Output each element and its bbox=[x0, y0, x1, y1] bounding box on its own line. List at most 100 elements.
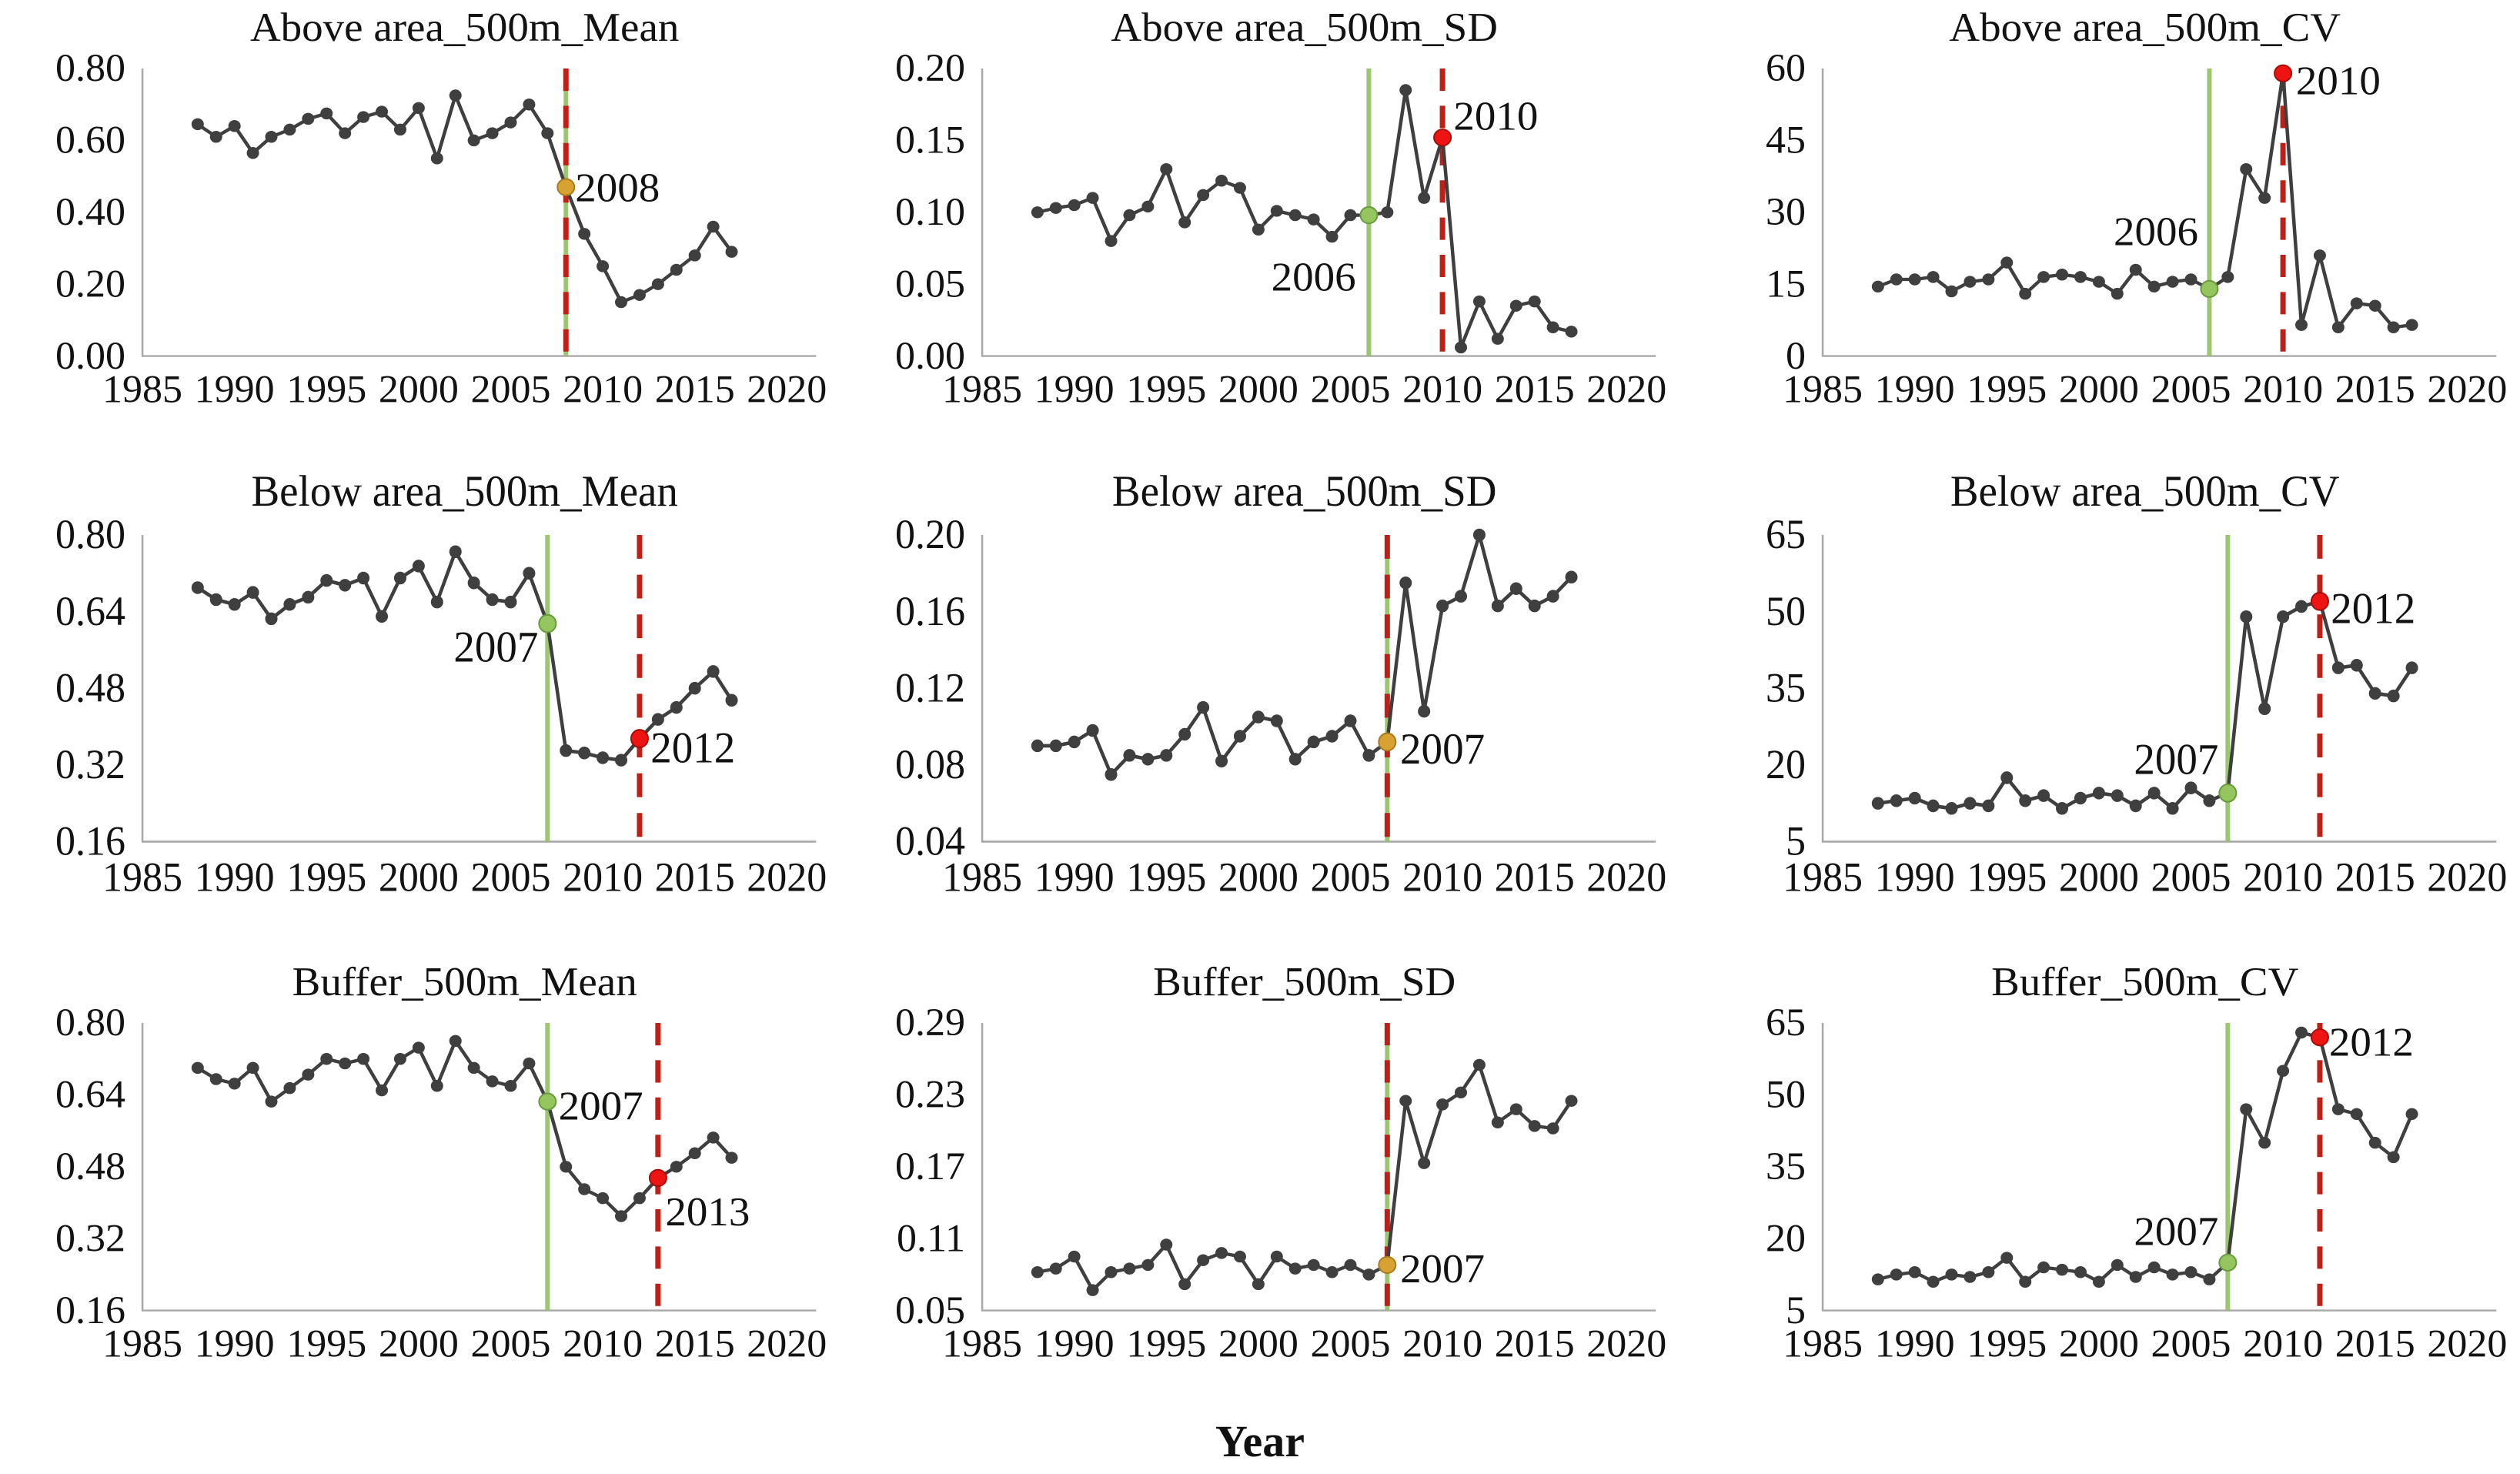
y-tick-label: 0.15 bbox=[895, 119, 965, 162]
x-tick-label: 1985 bbox=[942, 855, 1022, 901]
data-point-marker bbox=[1160, 1238, 1173, 1251]
data-point-marker bbox=[339, 127, 352, 139]
data-point-marker bbox=[725, 1151, 738, 1164]
data-point-marker bbox=[486, 127, 499, 139]
x-tick-label: 2010 bbox=[1402, 1322, 1482, 1365]
data-point-marker bbox=[320, 1052, 333, 1065]
data-point-marker bbox=[2258, 1136, 2271, 1149]
x-tick-label: 1995 bbox=[286, 1322, 366, 1365]
y-tick-label: 65 bbox=[1766, 1001, 1806, 1045]
data-point-marker bbox=[320, 573, 333, 587]
chart-title: Buffer_500m_CV bbox=[1991, 959, 2298, 1004]
x-tick-label: 1995 bbox=[1127, 1322, 1207, 1365]
data-point-marker bbox=[1871, 280, 1884, 293]
data-point-marker bbox=[2387, 1151, 2400, 1164]
data-point-marker bbox=[2018, 287, 2031, 300]
data-point-marker bbox=[283, 1081, 296, 1095]
x-tick-label: 2015 bbox=[655, 368, 735, 411]
data-point-marker bbox=[1160, 163, 1173, 175]
data-point-marker bbox=[1510, 299, 1523, 312]
data-point-marker bbox=[412, 1041, 425, 1054]
series-line bbox=[1877, 72, 2412, 329]
data-point-marker bbox=[1307, 1258, 1320, 1272]
data-point-marker bbox=[1964, 797, 1977, 810]
axis-lines bbox=[141, 69, 817, 357]
data-point-marker bbox=[2037, 789, 2050, 802]
data-point-marker bbox=[1473, 295, 1486, 308]
data-point-marker bbox=[597, 1192, 610, 1205]
y-tick-label: 0.32 bbox=[55, 742, 125, 787]
x-tick-label: 1995 bbox=[1967, 855, 2047, 901]
data-point-marker bbox=[1307, 735, 1320, 749]
axis-lines bbox=[141, 534, 817, 843]
data-point-marker bbox=[1123, 209, 1136, 222]
data-point-marker bbox=[2203, 794, 2216, 807]
data-point-marker bbox=[1178, 216, 1191, 229]
x-tick-label: 2010 bbox=[2243, 855, 2323, 901]
x-tick-label: 2020 bbox=[2427, 368, 2507, 411]
data-point-marker bbox=[430, 1080, 443, 1092]
data-point-marker bbox=[1031, 206, 1044, 219]
data-point-marker bbox=[449, 545, 462, 559]
data-point-marker bbox=[2350, 659, 2363, 672]
data-point-marker bbox=[615, 754, 628, 767]
y-tick-label: 50 bbox=[1766, 589, 1806, 634]
y-tick-label: 0.16 bbox=[895, 589, 965, 634]
x-tick-label: 2020 bbox=[747, 855, 827, 901]
data-point-marker bbox=[1252, 710, 1265, 724]
chart-grid: Above area_500m_Mean 0.00 0.20 0.40 0.60 0.80… bbox=[55, 5, 2520, 1365]
data-point-marker bbox=[1964, 1271, 1977, 1283]
data-point-marker bbox=[541, 127, 554, 139]
data-point-marker bbox=[615, 1210, 628, 1222]
axis-lines bbox=[981, 534, 1656, 843]
x-tick-label: 2020 bbox=[1587, 855, 1667, 901]
data-point-marker bbox=[2055, 1263, 2068, 1276]
y-tick-label: 0.80 bbox=[55, 47, 125, 90]
data-point-marker bbox=[2166, 276, 2179, 288]
data-point-marker bbox=[339, 579, 352, 592]
y-tick-label: 0.20 bbox=[895, 513, 965, 558]
axis-lines bbox=[981, 1023, 1656, 1312]
data-point-marker bbox=[1565, 570, 1578, 584]
data-point-marker bbox=[1529, 599, 1542, 613]
chart-panel-5: Below area_500m_SD 0.04 0.08 0.12 0.16 0.20 19… bbox=[840, 462, 1679, 954]
data-point-marker bbox=[1252, 1278, 1265, 1291]
chart-title: Above area_500m_SD bbox=[1111, 5, 1499, 50]
data-point-marker bbox=[1197, 189, 1210, 202]
data-point-marker bbox=[265, 612, 278, 626]
data-point-marker bbox=[2239, 1103, 2252, 1115]
data-point-marker bbox=[265, 1095, 278, 1108]
data-point-marker bbox=[1141, 1258, 1155, 1272]
y-tick-label: 0.80 bbox=[55, 513, 125, 558]
data-point-marker bbox=[2129, 799, 2142, 813]
data-point-marker bbox=[2111, 789, 2124, 802]
breakpoint-dot-orange bbox=[1378, 732, 1397, 752]
data-point-marker bbox=[578, 1183, 591, 1195]
data-point-marker bbox=[2000, 1252, 2013, 1264]
data-point-marker bbox=[2092, 787, 2105, 800]
line-chart: Above area_500m_CV 0 15 30 45 60 1985 1990 1995 2… bbox=[1766, 5, 2507, 411]
y-tick-label: 0.16 bbox=[55, 1289, 125, 1332]
y-tick-label: 35 bbox=[1766, 1145, 1806, 1188]
data-point-marker bbox=[2166, 801, 2179, 815]
chart-panel-6: Below area_500m_CV 5 20 35 50 65 1985 1990 1995 2… bbox=[1680, 462, 2520, 954]
data-point-marker bbox=[2405, 661, 2418, 674]
data-point-marker bbox=[1890, 1268, 1903, 1281]
x-tick-label: 1990 bbox=[1034, 368, 1115, 411]
x-tick-label: 2010 bbox=[2243, 1322, 2323, 1365]
chart-title: Below area_500m_CV bbox=[1950, 467, 2340, 516]
data-point-marker bbox=[2258, 702, 2271, 716]
data-point-marker bbox=[246, 1061, 259, 1075]
data-point-marker bbox=[1510, 582, 1523, 595]
data-point-marker bbox=[1289, 209, 1302, 222]
data-point-marker bbox=[191, 581, 204, 594]
data-point-marker bbox=[1908, 1266, 1921, 1278]
data-point-marker bbox=[1289, 753, 1302, 766]
data-point-marker bbox=[597, 260, 610, 272]
data-point-marker bbox=[1362, 1268, 1375, 1281]
data-point-marker bbox=[1215, 1247, 1228, 1259]
x-tick-label: 2010 bbox=[1402, 368, 1482, 411]
data-point-marker bbox=[1271, 1250, 1284, 1263]
data-point-marker bbox=[2387, 321, 2400, 333]
data-point-marker bbox=[449, 89, 462, 102]
